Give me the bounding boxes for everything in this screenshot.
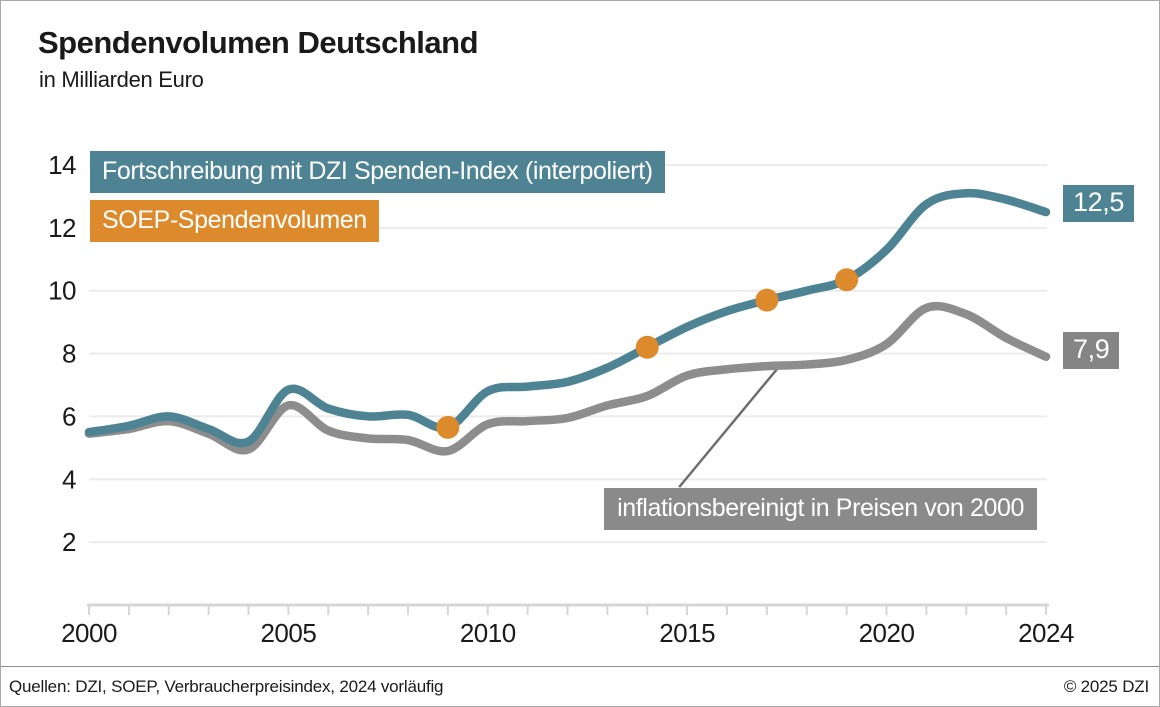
copyright-note: © 2025 DZI [1063, 676, 1149, 696]
series-line-inflation-adjusted [84, 301, 1051, 456]
x-tick-label-2020: 2020 [859, 618, 915, 648]
chart-title: Spendenvolumen Deutschland [38, 25, 479, 60]
series-line-dzi-index [84, 188, 1051, 448]
x-tick-label-2024: 2024 [1018, 618, 1074, 648]
y-tick-label-4: 4 [62, 464, 76, 494]
x-tick-label-2015: 2015 [659, 618, 715, 648]
x-tick-label-2000: 2000 [61, 618, 117, 648]
chart-plot: 2 4 6 8 10 12 14 2000 2005 2010 2015 2020 2024 [48, 150, 1074, 648]
soep-point-2014 [635, 335, 659, 359]
legend-dzi-index: Fortschreibung mit DZI Spenden-Index (in… [90, 151, 665, 193]
y-tick-label-6: 6 [62, 401, 76, 431]
annotation-inflation-adjusted: inflationsbereinigt in Preisen von 2000 [604, 488, 1037, 530]
sources-note: Quellen: DZI, SOEP, Verbraucherpreisinde… [9, 676, 444, 696]
y-tick-label-10: 10 [48, 276, 76, 306]
y-tick-label-14: 14 [48, 150, 76, 180]
annotation-connector-line [678, 368, 778, 488]
end-value-label-real: 7,9 [1063, 332, 1120, 369]
footer: Quellen: DZI, SOEP, Verbraucherpreisinde… [1, 666, 1159, 706]
y-tick-label-2: 2 [62, 527, 76, 557]
x-tick-label-2005: 2005 [260, 618, 316, 648]
soep-point-2009 [436, 415, 460, 439]
soep-point-2019 [835, 268, 859, 292]
chart-subtitle: in Milliarden Euro [39, 67, 204, 92]
y-tick-label-8: 8 [62, 339, 76, 369]
y-tick-label-12: 12 [48, 213, 76, 243]
legend-soep: SOEP-Spendenvolumen [90, 200, 379, 242]
x-tick-label-2010: 2010 [460, 618, 516, 648]
end-value-label-dzi: 12,5 [1063, 185, 1134, 222]
soep-point-2017 [755, 288, 779, 312]
